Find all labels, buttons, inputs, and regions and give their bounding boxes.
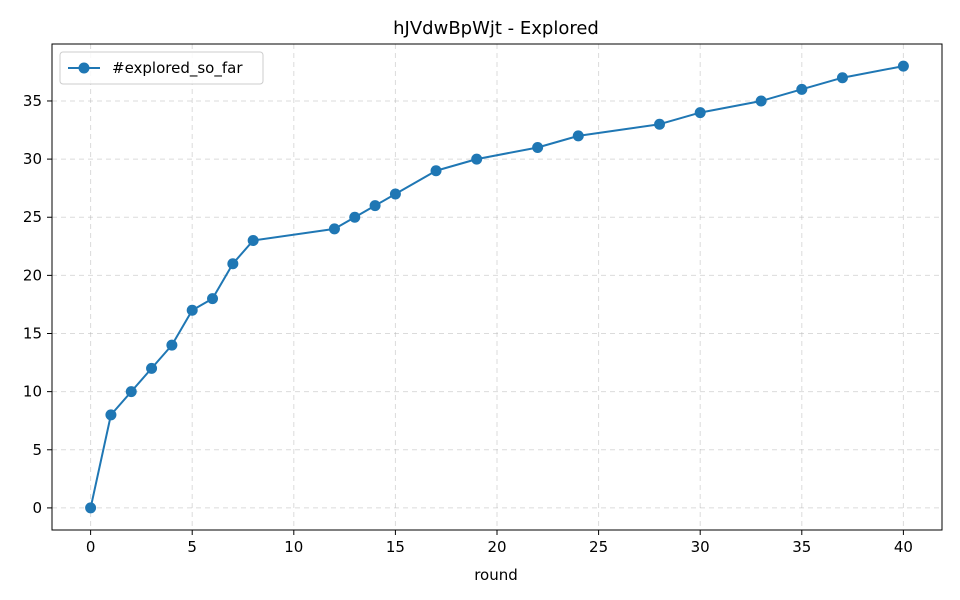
data-point (146, 362, 158, 374)
axis-ticks: 0 5 10 15 20 25 30 35 40 0 5 10 15 20 25 30 35 (23, 92, 913, 556)
data-point (755, 95, 767, 107)
y-tick-label: 5 (32, 441, 42, 459)
legend: #explored_so_far (59, 51, 264, 85)
data-point (328, 223, 340, 235)
data-point (572, 130, 584, 142)
data-point (166, 339, 178, 351)
data-point (369, 200, 381, 212)
y-tick-label: 30 (23, 150, 42, 168)
y-tick-label: 0 (32, 499, 42, 517)
x-tick-label: 40 (894, 538, 913, 556)
y-tick-label: 25 (23, 208, 42, 226)
legend-point-marker (78, 62, 90, 74)
x-tick-label: 15 (386, 538, 405, 556)
data-point (694, 107, 706, 119)
x-tick-label: 10 (284, 538, 303, 556)
data-point (186, 304, 198, 316)
legend-box (59, 51, 264, 85)
data-series (85, 60, 909, 514)
data-point (471, 153, 483, 165)
data-point (897, 60, 909, 72)
x-tick-label: 25 (589, 538, 608, 556)
data-point (227, 258, 239, 270)
data-point (836, 72, 848, 84)
data-point (430, 165, 442, 177)
data-point (389, 188, 401, 200)
data-point (654, 118, 666, 130)
data-point (85, 502, 97, 514)
data-point (247, 234, 259, 246)
data-point (532, 141, 544, 153)
y-tick-label: 20 (23, 266, 42, 284)
x-tick-label: 5 (187, 538, 197, 556)
y-tick-label: 10 (23, 383, 42, 401)
x-tick-label: 0 (86, 538, 96, 556)
data-point (207, 293, 219, 305)
x-tick-label: 30 (691, 538, 710, 556)
x-axis-label: round (474, 566, 518, 584)
legend-label: #explored_so_far (112, 59, 243, 78)
x-tick-label: 20 (487, 538, 506, 556)
data-point (105, 409, 117, 421)
y-tick-label: 35 (23, 92, 42, 110)
data-point (125, 386, 137, 398)
data-point (349, 211, 361, 223)
chart-title: hJVdwBpWjt - Explored (393, 18, 599, 39)
y-tick-label: 15 (23, 325, 42, 343)
x-tick-label: 35 (792, 538, 811, 556)
plot-frame (51, 43, 943, 531)
grid (52, 44, 942, 530)
data-point (796, 83, 808, 95)
